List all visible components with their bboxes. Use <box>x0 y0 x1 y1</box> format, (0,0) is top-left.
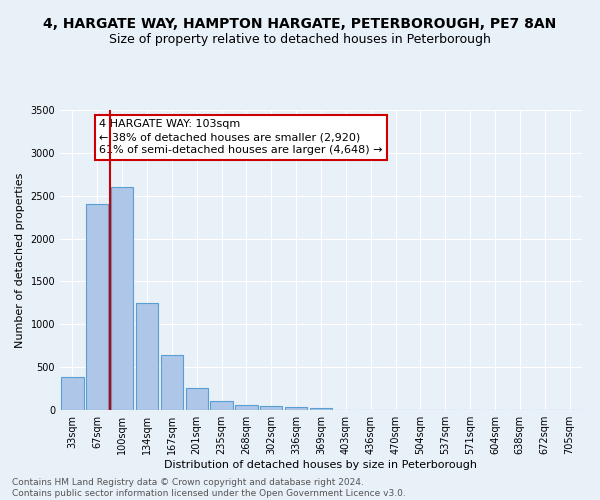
Bar <box>86 204 109 410</box>
Bar <box>235 405 257 410</box>
Bar <box>211 402 233 410</box>
Bar <box>61 376 83 410</box>
Text: 4, HARGATE WAY, HAMPTON HARGATE, PETERBOROUGH, PE7 8AN: 4, HARGATE WAY, HAMPTON HARGATE, PETERBO… <box>43 18 557 32</box>
Text: Contains HM Land Registry data © Crown copyright and database right 2024.
Contai: Contains HM Land Registry data © Crown c… <box>12 478 406 498</box>
Bar <box>285 407 307 410</box>
Bar <box>185 388 208 410</box>
X-axis label: Distribution of detached houses by size in Peterborough: Distribution of detached houses by size … <box>164 460 478 470</box>
Text: 4 HARGATE WAY: 103sqm
← 38% of detached houses are smaller (2,920)
61% of semi-d: 4 HARGATE WAY: 103sqm ← 38% of detached … <box>99 119 383 156</box>
Text: Size of property relative to detached houses in Peterborough: Size of property relative to detached ho… <box>109 32 491 46</box>
Bar <box>111 187 133 410</box>
Bar <box>161 355 183 410</box>
Bar <box>260 406 283 410</box>
Y-axis label: Number of detached properties: Number of detached properties <box>15 172 25 348</box>
Bar <box>136 303 158 410</box>
Bar <box>310 408 332 410</box>
